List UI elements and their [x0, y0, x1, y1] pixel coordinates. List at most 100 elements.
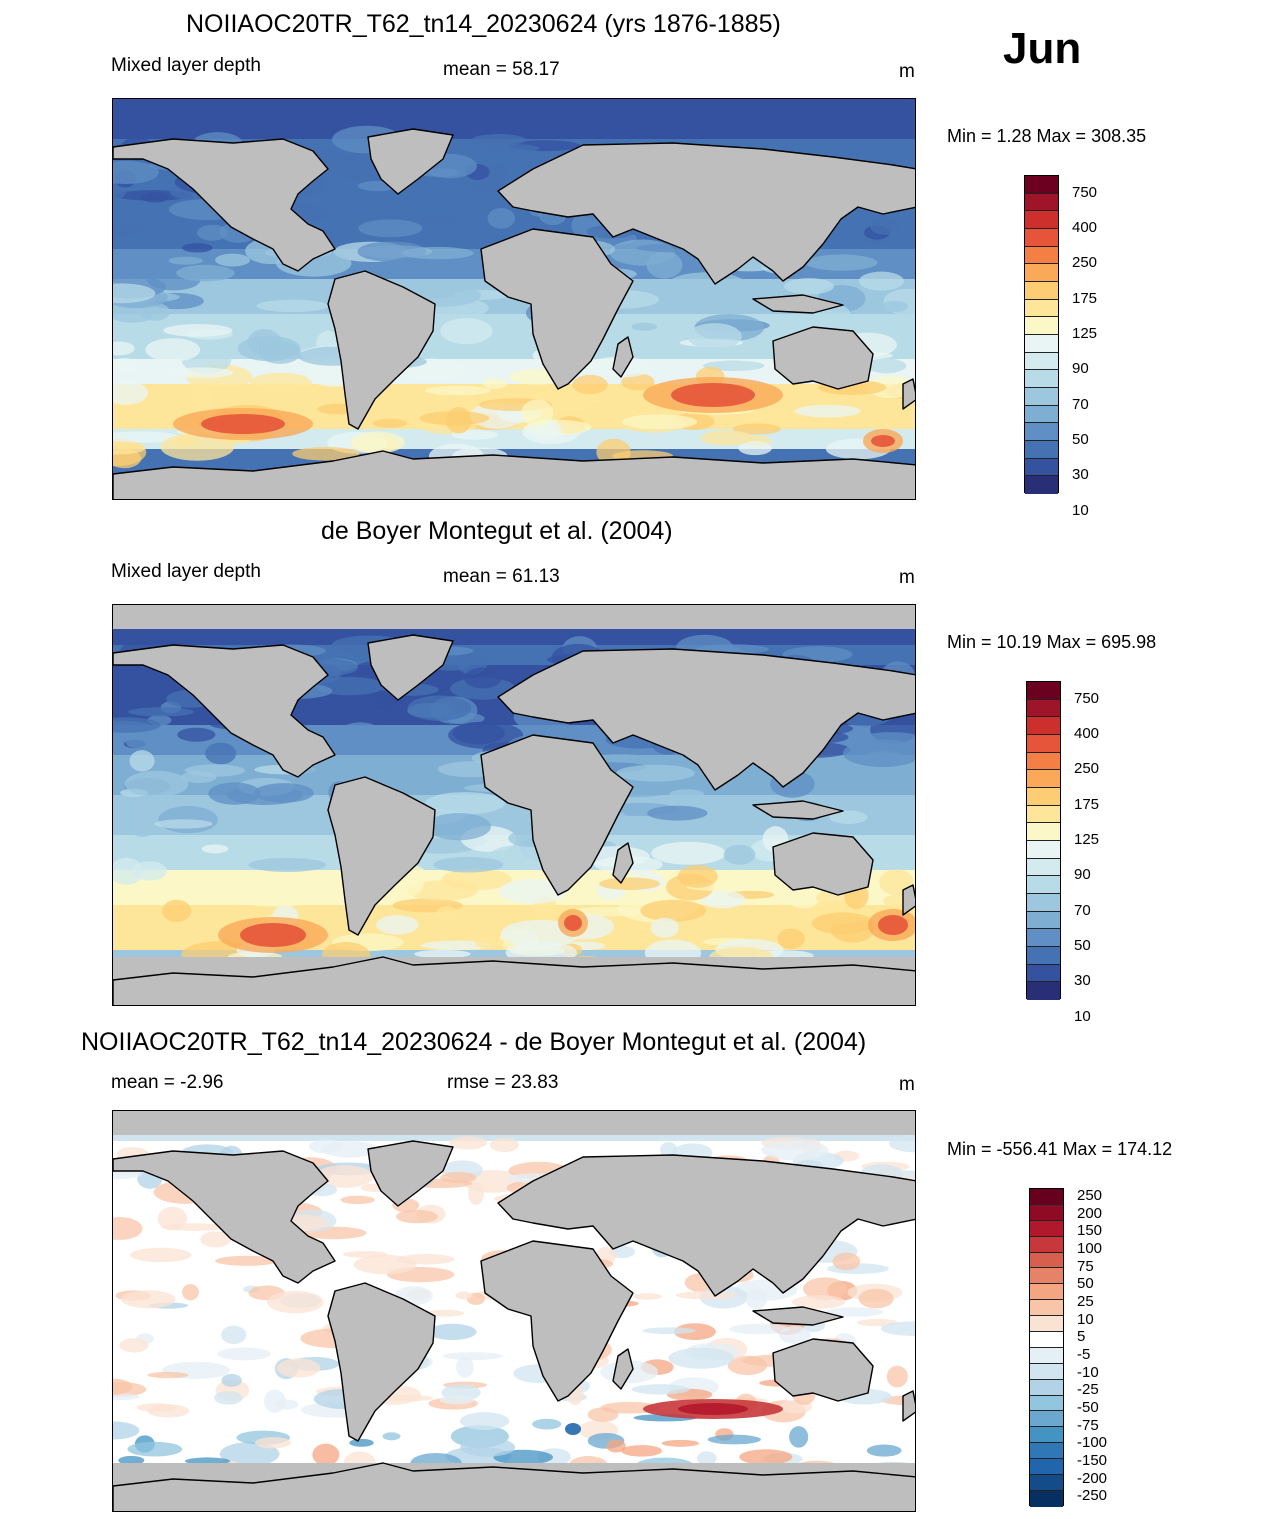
- colorbar-swatch: [1027, 805, 1060, 824]
- colorbar-label: 70: [1074, 901, 1091, 919]
- colorbar-swatch: [1030, 1347, 1063, 1364]
- colorbar-swatch: [1027, 911, 1060, 930]
- panel-3-units: m: [899, 1074, 915, 1095]
- colorbar-label: -5: [1077, 1346, 1091, 1363]
- panel-3-colorbar: [1029, 1188, 1064, 1507]
- colorbar-label: 50: [1077, 1275, 1094, 1293]
- panel-1-title: NOIIAOC20TR_T62_tn14_20230624 (yrs 1876-…: [186, 10, 781, 38]
- colorbar-label: -50: [1077, 1399, 1099, 1416]
- panel-1-units: m: [899, 61, 915, 82]
- month-label: Jun: [1003, 24, 1082, 73]
- panel-1-minmax: Min = 1.28 Max = 308.35: [947, 126, 1147, 146]
- colorbar-label: 90: [1074, 866, 1091, 884]
- colorbar-swatch: [1030, 1236, 1063, 1253]
- colorbar-swatch: [1027, 876, 1060, 894]
- colorbar-label: -150: [1077, 1452, 1108, 1469]
- colorbar-swatch: [1025, 458, 1058, 477]
- colorbar-swatch: [1030, 1268, 1063, 1285]
- colorbar-swatch: [1027, 964, 1060, 983]
- panel-2-units: m: [899, 567, 915, 588]
- colorbar-swatch: [1027, 858, 1060, 877]
- colorbar-swatch: [1027, 717, 1060, 735]
- panel-3-rmse-label: rmse = 23.83: [447, 1072, 559, 1093]
- colorbar-label: 50: [1074, 937, 1091, 954]
- colorbar-label: 70: [1072, 395, 1089, 413]
- colorbar-label: 75: [1077, 1257, 1094, 1275]
- colorbar-label: 750: [1072, 183, 1098, 201]
- panel-2-title: de Boyer Montegut et al. (2004): [321, 517, 673, 545]
- colorbar-swatch: [1027, 770, 1060, 788]
- colorbar-swatch: [1030, 1300, 1063, 1317]
- panel-2-minmax: Min = 10.19 Max = 695.98: [947, 632, 1157, 652]
- colorbar-swatch: [1025, 246, 1058, 265]
- panel-2-map: [112, 604, 916, 1006]
- colorbar-label: 10: [1077, 1310, 1094, 1328]
- panel-1-mean-label: mean = 58.17: [443, 59, 560, 80]
- colorbar-label: 200: [1077, 1204, 1103, 1222]
- colorbar-swatch: [1025, 423, 1058, 441]
- colorbar-swatch: [1025, 317, 1058, 335]
- colorbar-swatch: [1027, 893, 1060, 912]
- colorbar-swatch: [1025, 387, 1058, 406]
- colorbar-swatch: [1030, 1220, 1063, 1237]
- colorbar-label: 175: [1072, 289, 1098, 307]
- colorbar-swatch: [1027, 946, 1060, 965]
- colorbar-swatch: [1025, 299, 1058, 318]
- colorbar-swatch: [1025, 211, 1058, 229]
- colorbar-swatch: [1030, 1332, 1063, 1348]
- colorbar-swatch: [1030, 1459, 1063, 1476]
- colorbar-label: 100: [1077, 1240, 1103, 1257]
- colorbar-label: -25: [1077, 1381, 1099, 1399]
- colorbar-label: 10: [1072, 501, 1089, 519]
- colorbar-swatch: [1025, 370, 1058, 388]
- colorbar-swatch: [1030, 1411, 1063, 1428]
- colorbar-swatch: [1027, 929, 1060, 947]
- colorbar-swatch: [1030, 1427, 1063, 1444]
- colorbar-label: -100: [1077, 1434, 1108, 1452]
- colorbar-label: 750: [1074, 689, 1100, 707]
- colorbar-swatch: [1025, 352, 1058, 371]
- colorbar-label: 125: [1074, 831, 1100, 848]
- colorbar-swatch: [1030, 1443, 1063, 1460]
- colorbar-swatch: [1027, 840, 1060, 859]
- colorbar-swatch: [1030, 1284, 1063, 1301]
- colorbar-swatch: [1025, 281, 1058, 300]
- colorbar-swatch: [1027, 787, 1060, 806]
- colorbar-swatch: [1030, 1316, 1063, 1333]
- colorbar-label: 25: [1077, 1293, 1094, 1310]
- colorbar-swatch: [1030, 1490, 1063, 1507]
- panel-3-title: NOIIAOC20TR_T62_tn14_20230624 - de Boyer…: [81, 1028, 867, 1056]
- colorbar-swatch: [1027, 682, 1060, 700]
- colorbar-swatch: [1025, 440, 1058, 459]
- colorbar-swatch: [1027, 823, 1060, 841]
- panel-1-left-label: Mixed layer depth: [111, 55, 261, 76]
- colorbar-label: 400: [1072, 219, 1098, 236]
- colorbar-swatch: [1030, 1204, 1063, 1221]
- panel-2-mean-label: mean = 61.13: [443, 566, 560, 587]
- colorbar-label: 5: [1077, 1328, 1086, 1346]
- panel-3-map: [112, 1110, 916, 1512]
- colorbar-swatch: [1030, 1363, 1063, 1380]
- colorbar-swatch: [1030, 1189, 1063, 1205]
- colorbar-swatch: [1025, 405, 1058, 424]
- colorbar-label: -250: [1077, 1487, 1108, 1505]
- panel-3-minmax: Min = -556.41 Max = 174.12: [947, 1139, 1173, 1159]
- colorbar-swatch: [1030, 1475, 1063, 1491]
- colorbar-label: 90: [1072, 360, 1089, 378]
- panel-1-map: [112, 98, 916, 500]
- colorbar-swatch: [1027, 699, 1060, 718]
- colorbar-swatch: [1030, 1379, 1063, 1396]
- colorbar-label: 400: [1074, 725, 1100, 742]
- colorbar-label: -200: [1077, 1469, 1108, 1487]
- panel-2-colorbar: [1026, 681, 1061, 1000]
- colorbar-swatch: [1025, 193, 1058, 212]
- colorbar-swatch: [1025, 228, 1058, 247]
- colorbar-label: 30: [1072, 466, 1089, 484]
- colorbar-label: 10: [1074, 1007, 1091, 1025]
- colorbar-swatch: [1025, 264, 1058, 282]
- colorbar-label: 30: [1074, 972, 1091, 990]
- colorbar-label: 125: [1072, 325, 1098, 342]
- panel-3-mean-label: mean = -2.96: [111, 1072, 224, 1093]
- colorbar-swatch: [1030, 1395, 1063, 1412]
- colorbar-label: 175: [1074, 795, 1100, 813]
